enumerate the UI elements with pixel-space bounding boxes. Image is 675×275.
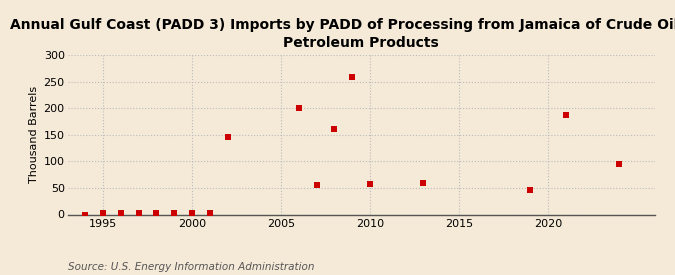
Point bbox=[169, 211, 180, 216]
Title: Annual Gulf Coast (PADD 3) Imports by PADD of Processing from Jamaica of Crude O: Annual Gulf Coast (PADD 3) Imports by PA… bbox=[10, 18, 675, 50]
Point bbox=[364, 182, 375, 186]
Point bbox=[418, 180, 429, 185]
Point bbox=[329, 127, 340, 132]
Point bbox=[347, 75, 358, 79]
Point bbox=[133, 211, 144, 216]
Point bbox=[151, 211, 162, 216]
Text: Source: U.S. Energy Information Administration: Source: U.S. Energy Information Administ… bbox=[68, 262, 314, 272]
Point bbox=[311, 183, 322, 188]
Y-axis label: Thousand Barrels: Thousand Barrels bbox=[30, 86, 39, 183]
Point bbox=[560, 113, 571, 117]
Point bbox=[115, 211, 126, 216]
Point bbox=[294, 106, 304, 110]
Point bbox=[524, 187, 535, 192]
Point bbox=[222, 135, 233, 140]
Point bbox=[187, 211, 198, 216]
Point bbox=[98, 211, 109, 216]
Point bbox=[80, 212, 90, 217]
Point bbox=[205, 211, 215, 216]
Point bbox=[614, 162, 624, 166]
